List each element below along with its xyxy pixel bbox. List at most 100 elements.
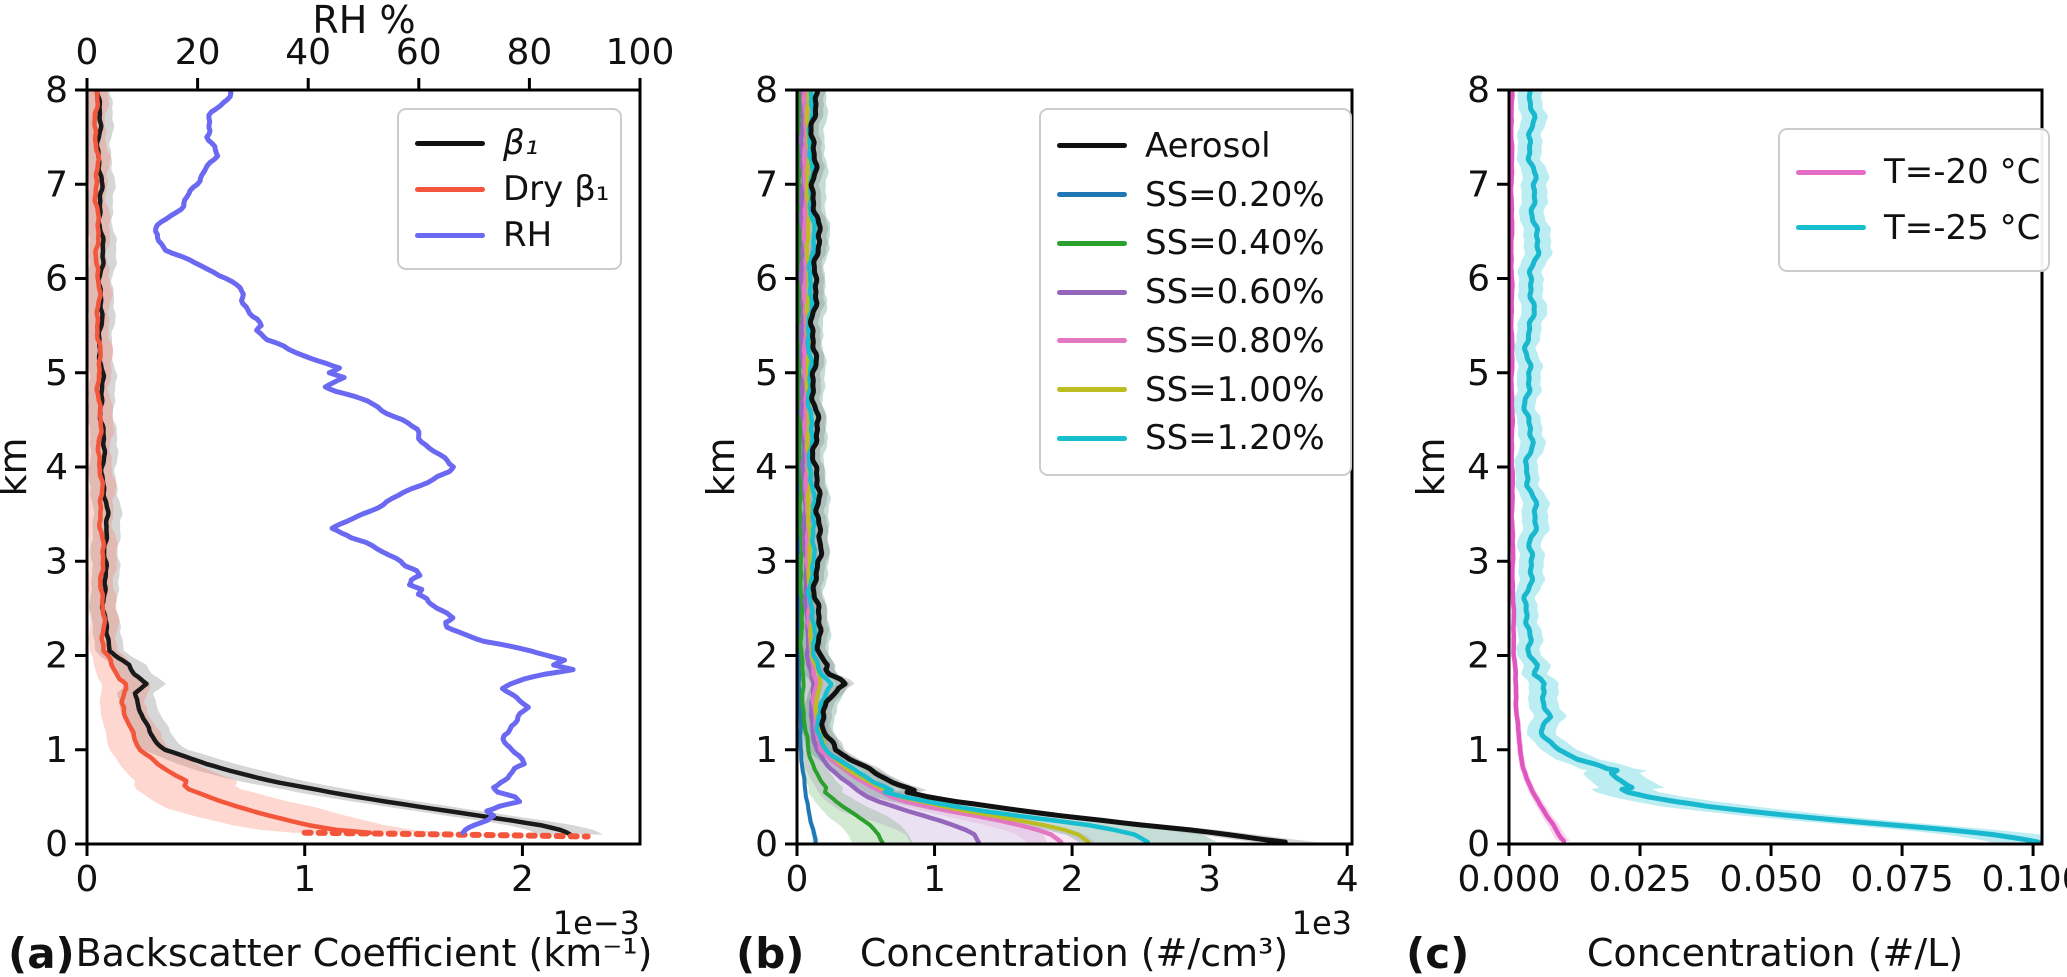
offset-label-panel-b: 1e3 xyxy=(1292,904,1352,942)
legend-entry: β₁ xyxy=(415,126,620,160)
panel-a-ytick-label: 1 xyxy=(45,730,68,771)
panel-c-ytick-label: 3 xyxy=(1467,541,1490,582)
legend-entry: T=-20 °C xyxy=(1796,155,2048,189)
panel-a-top-tick-label: 60 xyxy=(396,32,442,73)
panel-a-xtick-label: 0 xyxy=(76,859,99,900)
panel-c-ytick-label: 4 xyxy=(1467,447,1490,488)
legend-entry: SS=1.00% xyxy=(1057,373,1350,407)
legend-line-swatch xyxy=(415,186,485,192)
panel-b-xtick-label: 4 xyxy=(1336,859,1359,900)
panel-a-top-tick-label: 100 xyxy=(606,32,675,73)
xlabel-panel-a: Backscatter Coefficient (km⁻¹) xyxy=(76,931,653,975)
legend-line-swatch xyxy=(1057,387,1127,392)
panel-b-ytick-label: 5 xyxy=(755,353,778,394)
legend-entry: Dry β₁ xyxy=(415,172,620,206)
legend-line-swatch xyxy=(1796,225,1866,231)
panel-b-xtick-label: 2 xyxy=(1061,859,1084,900)
legend-entry: SS=0.80% xyxy=(1057,324,1350,358)
ss-060-band xyxy=(797,90,1048,843)
legend-label: SS=0.60% xyxy=(1145,272,1325,312)
panel-c-xtick-label: 0.050 xyxy=(1720,859,1823,900)
ss-080-line xyxy=(801,90,1064,844)
panel-a-ytick-label: 7 xyxy=(45,164,68,205)
panel-a-ytick-label: 4 xyxy=(45,447,68,488)
legend-line-swatch xyxy=(1057,338,1127,344)
legend-entry: T=-25 °C xyxy=(1796,211,2048,245)
t-minus-25-line xyxy=(1521,90,2041,844)
panel-b-ytick-label: 0 xyxy=(755,824,778,865)
legend-entry: SS=0.20% xyxy=(1057,178,1350,212)
panel-c-xtick-label: 0.000 xyxy=(1457,859,1560,900)
panel-c-ytick-label: 7 xyxy=(1467,164,1490,205)
panel-c-xtick-label: 0.100 xyxy=(1982,859,2067,900)
panel-c-ytick-label: 8 xyxy=(1467,70,1490,111)
panel-a-ytick-label: 2 xyxy=(45,636,68,677)
dry-beta1-band xyxy=(87,90,447,833)
xlabel-panel-b: Concentration (#/cm³) xyxy=(860,931,1288,975)
panel-letter-b: (b) xyxy=(736,929,804,977)
panel-b-xtick-label: 1 xyxy=(923,859,946,900)
panel-b-plot: 0 1 2 3 4 0 1 2 3 4 5 6 7 8 xyxy=(755,70,1359,900)
legend-label: RH xyxy=(503,215,553,255)
legend-entry: SS=0.40% xyxy=(1057,226,1350,260)
legend-line-swatch xyxy=(1057,240,1127,246)
ss-120-line xyxy=(805,90,1150,844)
panel-b-ytick-label: 1 xyxy=(755,730,778,771)
panel-a-ytick-label: 5 xyxy=(45,353,68,394)
dry-beta1-line xyxy=(92,90,373,835)
rh-line xyxy=(153,90,576,836)
legend-entry: SS=0.60% xyxy=(1057,275,1350,309)
panel-c-ytick-label: 6 xyxy=(1467,259,1490,300)
legend-line-swatch xyxy=(1057,289,1127,295)
panel-c-plot: 0.000 0.025 0.050 0.075 0.100 0 1 2 3 4 5 6 7 8 xyxy=(1457,70,2067,900)
panel-c-ytick-label: 5 xyxy=(1467,353,1490,394)
panel-a-top-tick-label: 40 xyxy=(285,32,331,73)
legend-panel-c: T=-20 °C T=-25 °C xyxy=(1778,128,2050,272)
panel-c-ytick-label: 2 xyxy=(1467,636,1490,677)
legend-line-swatch xyxy=(415,140,485,146)
legend-line-swatch xyxy=(1057,192,1127,197)
panel-a-top-tick-label: 80 xyxy=(506,32,552,73)
panel-a-ytick-label: 6 xyxy=(45,259,68,300)
legend-label: T=-20 °C xyxy=(1884,152,2041,193)
panel-c-xtick-label: 0.075 xyxy=(1851,859,1954,900)
panel-b-xtick-label: 0 xyxy=(786,859,809,900)
legend-label: T=-25 °C xyxy=(1884,207,2041,248)
top-axis-title: RH % xyxy=(312,0,415,42)
ylabel-panel-c: km xyxy=(1409,437,1453,496)
panel-b-ytick-label: 3 xyxy=(755,541,778,582)
legend-line-swatch xyxy=(1057,143,1127,149)
panel-c-ytick-label: 0 xyxy=(1467,824,1490,865)
panel-b-xtick-label: 3 xyxy=(1198,859,1221,900)
panel-b-ytick-label: 7 xyxy=(755,164,778,205)
legend-label: β₁ xyxy=(503,123,539,163)
dry-beta1-dotted-line xyxy=(301,829,591,840)
legend-label: SS=0.20% xyxy=(1145,174,1325,215)
legend-label: SS=1.00% xyxy=(1145,369,1325,410)
aerosol-line xyxy=(807,90,1288,844)
legend-line-swatch xyxy=(1057,435,1127,441)
legend-line-swatch xyxy=(415,232,485,238)
panel-b-ytick-label: 8 xyxy=(755,70,778,111)
panel-b-ytick-label: 2 xyxy=(755,636,778,677)
legend-label: SS=0.80% xyxy=(1145,320,1325,361)
legend-label: Dry β₁ xyxy=(503,169,610,209)
ylabel-panel-a: km xyxy=(0,437,35,496)
legend-panel-b: Aerosol SS=0.20% SS=0.40% SS=0.60% SS=0.80% S… xyxy=(1039,108,1352,476)
panel-c-xtick-label: 0.025 xyxy=(1588,859,1691,900)
legend-label: Aerosol xyxy=(1145,125,1271,166)
panel-a-xtick-label: 1 xyxy=(293,859,316,900)
panel-a-top-tick-label: 0 xyxy=(76,32,99,73)
xlabel-panel-c: Concentration (#/L) xyxy=(1587,931,1963,975)
legend-entry: SS=1.20% xyxy=(1057,421,1350,455)
panel-b-ytick-label: 6 xyxy=(755,259,778,300)
panel-a-ytick-label: 0 xyxy=(45,824,68,865)
panel-b-ytick-label: 4 xyxy=(755,447,778,488)
offset-label-panel-a: 1e−3 xyxy=(553,904,640,942)
legend-line-swatch xyxy=(1796,169,1866,175)
panel-a-ytick-label: 8 xyxy=(45,70,68,111)
